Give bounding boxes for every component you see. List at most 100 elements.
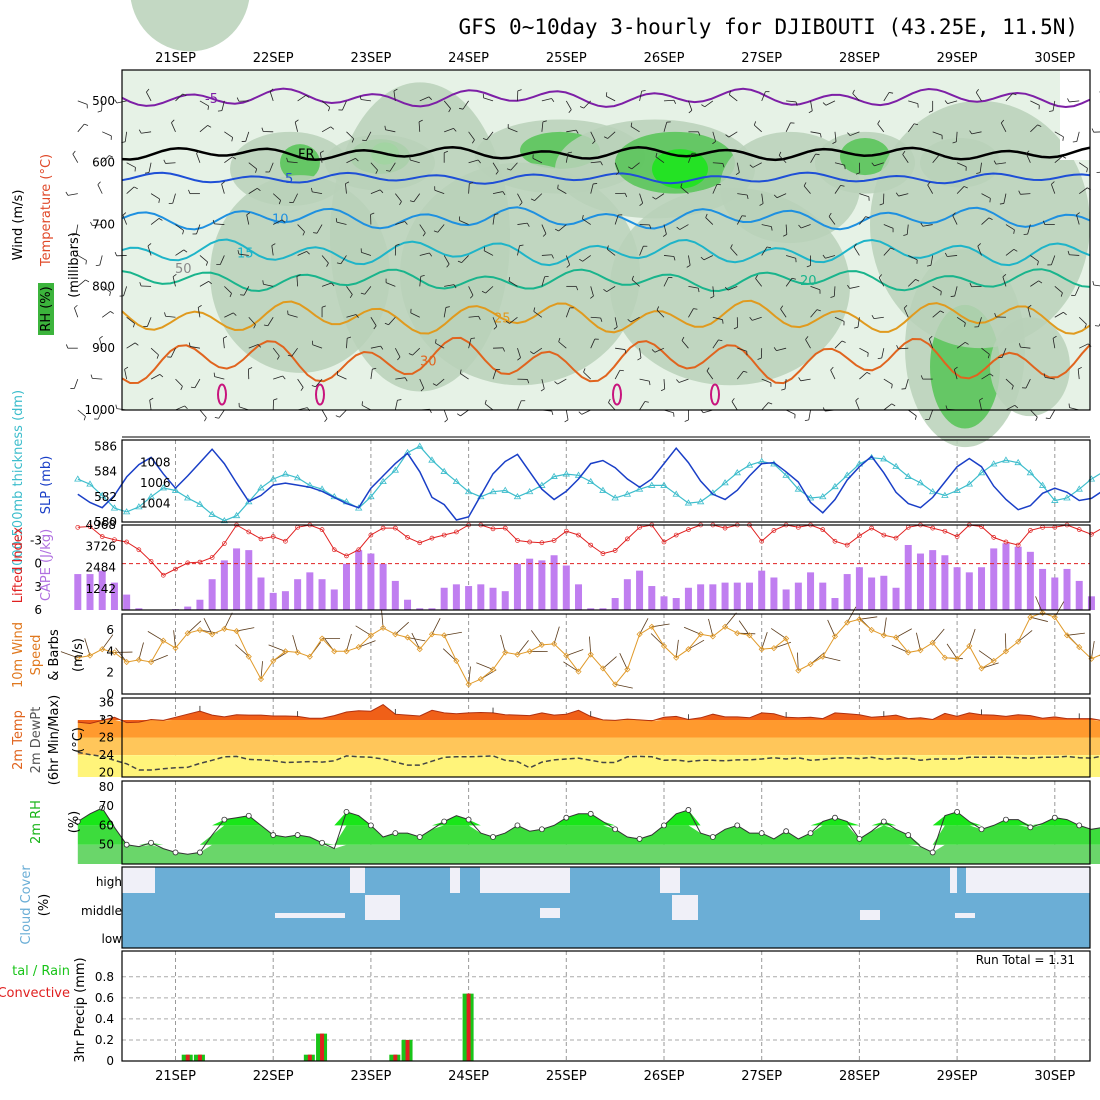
wind-barb [321, 255, 329, 264]
rh-point [319, 839, 325, 846]
wind-barb [419, 276, 422, 287]
wind-barb [389, 162, 396, 172]
wind-speed-point [978, 665, 985, 672]
wind-barb [443, 255, 450, 265]
wind-barb-flag [652, 196, 656, 200]
wind-barb [461, 255, 469, 263]
wind-barb [412, 347, 421, 356]
wind-barb [312, 191, 323, 195]
lifted-index-point [893, 535, 899, 541]
wind-barb [388, 317, 396, 325]
wind-barb [615, 347, 626, 350]
wind-barb [101, 311, 111, 318]
wind-barb [557, 188, 567, 194]
axis-labels: 5006007008009001000586584582580100810061… [0, 94, 1075, 1068]
wind-barb-flag [987, 354, 990, 359]
wind-barb [801, 224, 811, 229]
wind-barb [639, 378, 650, 382]
wind-barb [906, 224, 909, 235]
wind-speed-point [697, 631, 704, 638]
lifted-index-point [942, 528, 948, 534]
wind-barb [1002, 276, 1007, 287]
thickness-point [196, 500, 204, 507]
wind-barb [517, 245, 520, 256]
rh-point [441, 818, 448, 825]
cape-bar [855, 567, 863, 610]
wind-barb-flag [236, 97, 240, 102]
wind-barb [248, 344, 259, 349]
wind-barb [1025, 153, 1031, 163]
wind-barb [150, 193, 160, 200]
cape-bar [135, 608, 143, 610]
precip-tick-label: 0.2 [95, 1033, 114, 1047]
wind-barb-flag [697, 288, 700, 293]
wind-barb-flag [944, 100, 948, 104]
wind-barb-flag [172, 274, 177, 277]
precip-convective-bar [197, 1054, 202, 1061]
cape-bar [782, 589, 790, 610]
wind-barb-flag [336, 262, 341, 265]
wind-barb-10m [268, 644, 286, 652]
wind-barb [590, 183, 594, 194]
wind-barb [468, 315, 479, 318]
temperature-2m-panel [77, 704, 1100, 777]
wind-barb-10m [589, 636, 592, 655]
wind-barb [979, 162, 982, 173]
wind-barb-flag [718, 339, 723, 342]
wind-barb [953, 369, 958, 380]
wind-barb [932, 310, 941, 318]
wind-barb [590, 286, 594, 297]
wind-barb-flag [478, 316, 481, 320]
wind-barb-flag [459, 369, 462, 374]
wind-barb-10m [566, 649, 584, 656]
cape-bar [1026, 551, 1034, 610]
thickness-tick-label: 582 [94, 490, 117, 504]
wind-barb-flag [578, 411, 583, 415]
wind-speed-point [844, 619, 851, 626]
wind-barb [810, 153, 816, 163]
wind-unit-label: (m/s) [71, 638, 86, 672]
cape-bar [562, 565, 570, 610]
thickness-point [379, 477, 387, 485]
wind-label-c: & Barbs [47, 629, 62, 681]
rh-point [807, 830, 814, 837]
precip-convective-bar [307, 1054, 312, 1061]
lifted-index-point [539, 540, 545, 546]
temperature-contour [121, 238, 1091, 267]
wind-barb [859, 193, 870, 198]
wind-barb-flag [109, 291, 111, 296]
wind-barb-flag [373, 325, 377, 330]
wind-barb-flag [232, 156, 237, 160]
wind-speed-point [428, 631, 436, 638]
wind-barb-flag [944, 252, 948, 257]
wind-barb [77, 100, 88, 105]
wind-barb-flag [328, 107, 331, 112]
rh-point [294, 832, 301, 838]
wind-barb-flag [433, 230, 438, 233]
cape-bar [526, 558, 534, 610]
wind-barb-flag [1027, 304, 1032, 308]
wind-barb-flag [841, 340, 846, 343]
wind-barb-flag [798, 224, 802, 229]
top-date-label: 24SEP [448, 51, 489, 66]
wind-barb-10m [147, 631, 164, 642]
wind-barb-flag [97, 110, 102, 113]
temperature-35-loop [217, 383, 227, 406]
wind-barb [517, 222, 528, 225]
wind-barb-flag [878, 274, 883, 278]
wind-barb [486, 131, 494, 140]
cloud-clear-patch [450, 867, 460, 893]
thickness-point [794, 485, 803, 492]
wind-barb [834, 316, 845, 322]
wind-barb-flag [482, 138, 487, 141]
wind-barb [639, 91, 643, 101]
wind-barb-flag [138, 129, 142, 134]
wind-barb-flag [988, 217, 993, 221]
wind-barb [639, 246, 644, 256]
cloud-clear-patch [955, 913, 975, 918]
wind-barb [1078, 316, 1087, 325]
lifted-index-point [527, 539, 533, 545]
wind-speed-point [331, 648, 338, 655]
thickness-point [648, 481, 656, 488]
wind-barb [907, 279, 916, 287]
